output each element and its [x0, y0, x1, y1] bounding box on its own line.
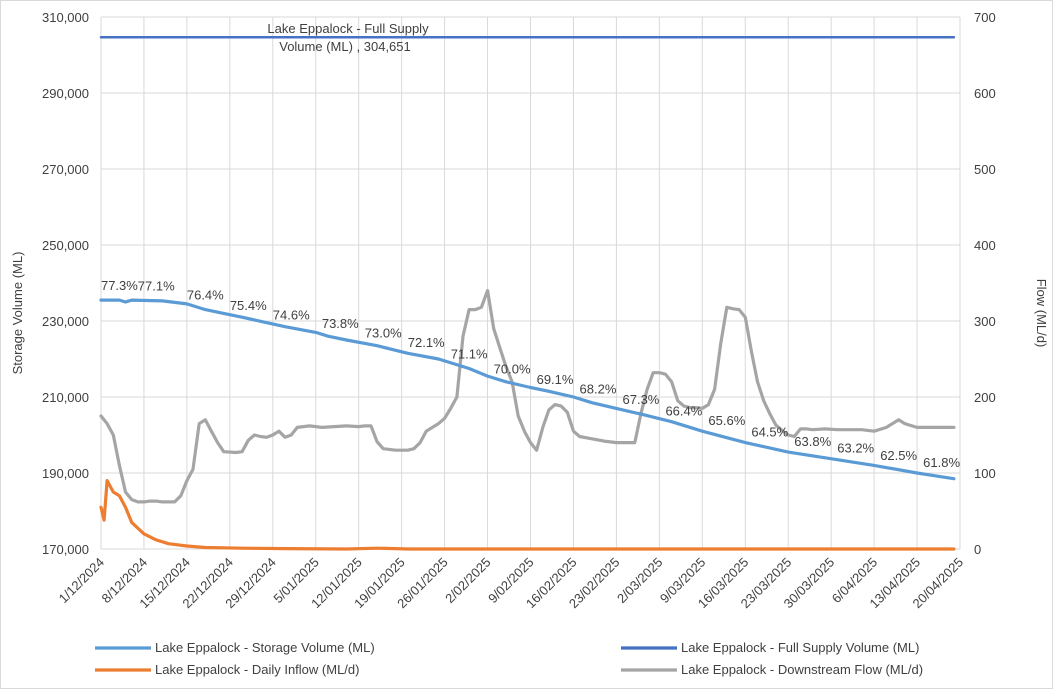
data-label: 75.4%: [230, 298, 267, 313]
right-tick-label: 100: [974, 466, 996, 481]
full-supply-annotation-line2: Volume (ML) , 304,651: [279, 39, 411, 54]
data-label: 64.5%: [751, 424, 788, 439]
right-tick-label: 300: [974, 314, 996, 329]
right-tick-label: 500: [974, 162, 996, 177]
left-tick-label: 290,000: [42, 86, 89, 101]
data-label: 67.3%: [623, 392, 660, 407]
data-label: 74.6%: [273, 307, 310, 322]
data-label: 63.8%: [794, 434, 831, 449]
data-label: 73.0%: [365, 326, 402, 341]
right-tick-label: 400: [974, 238, 996, 253]
left-tick-label: 170,000: [42, 542, 89, 557]
right-tick-label: 0: [974, 542, 981, 557]
data-label: 61.8%: [923, 455, 960, 470]
series-lines: [99, 36, 956, 551]
legend-entry: Lake Eppalock - Full Supply Volume (ML): [681, 640, 919, 655]
right-axis-title: Flow (ML/d): [1034, 279, 1049, 348]
right-axis-ticks: 0 100 200 300 400 500 600 700: [974, 10, 996, 557]
gridlines: [100, 16, 961, 550]
data-label: 73.8%: [322, 316, 359, 331]
data-label: 65.6%: [708, 413, 745, 428]
data-labels: 77.3% 77.1% 76.4% 75.4% 74.6% 73.8% 73.0% 72.1%…: [101, 278, 960, 470]
full-supply-annotation-line1: Lake Eppalock - Full Supply: [267, 21, 429, 36]
data-label: 77.3%: [101, 278, 138, 293]
daily-inflow-line: [99, 479, 956, 551]
data-label: 66.4%: [665, 404, 702, 419]
data-label: 63.2%: [837, 440, 874, 455]
right-tick-label: 700: [974, 10, 996, 25]
downstream-flow-line: [99, 289, 956, 504]
left-tick-label: 270,000: [42, 162, 89, 177]
data-label: 77.1%: [138, 278, 175, 293]
left-tick-label: 250,000: [42, 238, 89, 253]
right-tick-label: 200: [974, 390, 996, 405]
data-label: 70.0%: [494, 362, 531, 377]
left-tick-label: 310,000: [42, 10, 89, 25]
legend: Lake Eppalock - Storage Volume (ML) Lake …: [95, 640, 923, 677]
left-tick-label: 190,000: [42, 466, 89, 481]
data-label: 76.4%: [187, 288, 224, 303]
legend-entry: Lake Eppalock - Storage Volume (ML): [155, 640, 375, 655]
data-label: 62.5%: [880, 448, 917, 463]
left-axis-ticks: 170,000 190,000 210,000 230,000 250,000 270,0…: [42, 10, 89, 557]
left-tick-label: 210,000: [42, 390, 89, 405]
legend-entry: Lake Eppalock - Downstream Flow (ML/d): [681, 662, 923, 677]
data-label: 68.2%: [580, 381, 617, 396]
storage-volume-line: [99, 298, 956, 481]
left-axis-title: Storage Volume (ML): [10, 252, 25, 375]
right-tick-label: 600: [974, 86, 996, 101]
data-label: 69.1%: [537, 372, 574, 387]
data-label: 71.1%: [451, 347, 488, 362]
left-tick-label: 230,000: [42, 314, 89, 329]
data-label: 72.1%: [408, 335, 445, 350]
legend-entry: Lake Eppalock - Daily Inflow (ML/d): [155, 662, 359, 677]
